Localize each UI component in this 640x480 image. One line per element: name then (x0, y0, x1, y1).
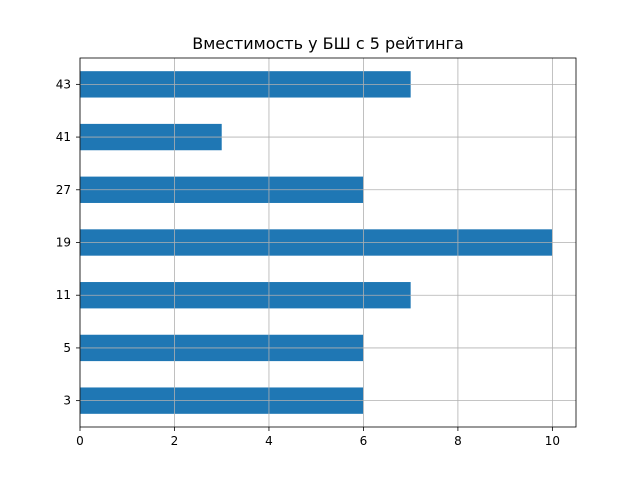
x-tick-label-4: 4 (265, 434, 273, 448)
y-tick-label-43: 43 (56, 77, 71, 91)
x-tick-label-0: 0 (76, 434, 84, 448)
chart-title: Вместимость у БШ с 5 рейтинга (192, 34, 464, 53)
x-tick-label-10: 10 (545, 434, 560, 448)
plot-area: 0 2 4 6 8 10 3 5 11 19 27 41 43 (56, 57, 577, 448)
x-tick-label-2: 2 (171, 434, 179, 448)
y-tick-label-27: 27 (56, 183, 71, 197)
y-tick-label-19: 19 (56, 236, 71, 250)
y-tick-label-3: 3 (63, 394, 71, 408)
x-tick-label-6: 6 (360, 434, 368, 448)
y-tick-label-41: 41 (56, 130, 71, 144)
y-tick-label-11: 11 (56, 288, 71, 302)
y-tick-label-5: 5 (63, 341, 71, 355)
x-tick-label-8: 8 (454, 434, 462, 448)
